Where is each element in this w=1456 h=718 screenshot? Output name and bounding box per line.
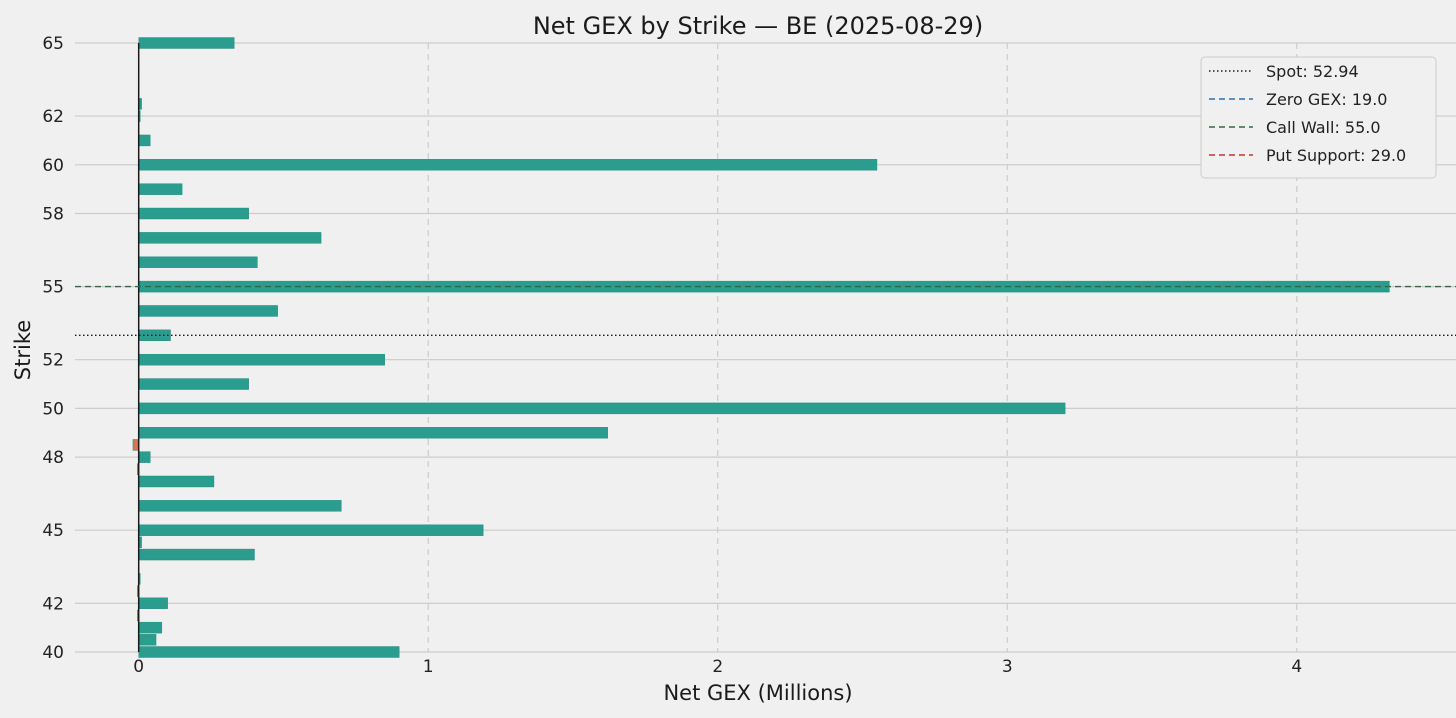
- gex-bar: [138, 646, 400, 658]
- y-tick-label: 60: [42, 156, 64, 176]
- y-tick-label: 52: [42, 351, 64, 371]
- x-tick-label: 0: [133, 657, 144, 677]
- legend-entries: Spot: 52.94 Zero GEX: 19.0 Call Wall: 55.0…: [1209, 62, 1406, 165]
- gex-bar: [132, 439, 139, 451]
- x-tick-labels: 0 1 2 3 4: [133, 657, 1302, 677]
- y-tick-label: 55: [42, 278, 64, 298]
- x-tick-label: 4: [1291, 657, 1302, 677]
- legend: Spot: 52.94 Zero GEX: 19.0 Call Wall: 55.0…: [1200, 56, 1437, 179]
- x-tick-label: 3: [1002, 657, 1013, 677]
- y-tick-label: 45: [42, 521, 64, 541]
- gex-bar: [138, 500, 342, 512]
- legend-box: [1200, 56, 1437, 179]
- x-tick-label: 2: [712, 657, 723, 677]
- gex-bar: [138, 597, 168, 609]
- gex-bar: [138, 427, 608, 439]
- y-tick-label: 42: [42, 594, 64, 614]
- legend-label: Zero GEX: 19.0: [1266, 90, 1387, 109]
- gex-bar: [138, 207, 249, 220]
- gex-bar: [138, 37, 235, 49]
- gex-bar: [138, 621, 163, 634]
- y-axis-label: Strike: [11, 320, 35, 380]
- legend-label: Put Support: 29.0: [1266, 146, 1406, 165]
- x-tick-label: 1: [423, 657, 434, 677]
- x-axis-label: Net GEX (Millions): [663, 681, 852, 705]
- y-tick-labels: 40 42 45 48 50 52 55 58 60 62 65: [42, 34, 64, 663]
- gex-bar: [138, 256, 258, 268]
- y-tick-label: 50: [42, 399, 64, 419]
- gex-bar: [138, 634, 157, 646]
- gex-bar: [138, 353, 385, 366]
- gex-bar: [138, 232, 322, 244]
- gex-bar: [138, 475, 215, 488]
- y-tick-label: 65: [42, 34, 64, 54]
- y-tick-label: 40: [42, 643, 64, 663]
- y-tick-label: 48: [42, 448, 64, 468]
- gex-bar: [138, 305, 278, 317]
- gex-bar: [138, 159, 878, 171]
- gex-bar: [138, 134, 151, 147]
- y-tick-label: 58: [42, 205, 64, 225]
- legend-label: Call Wall: 55.0: [1266, 118, 1381, 137]
- gex-bar: [138, 378, 249, 390]
- bars: [132, 37, 1390, 658]
- gex-bar: [138, 451, 151, 463]
- gex-bar: [138, 402, 1066, 415]
- y-tick-label: 62: [42, 107, 64, 127]
- gex-bar: [138, 183, 183, 195]
- gex-bar: [138, 524, 484, 536]
- reference-lines: [75, 285, 1456, 337]
- legend-label: Spot: 52.94: [1266, 62, 1359, 81]
- gex-bar: [138, 548, 255, 561]
- chart-title: Net GEX by Strike — BE (2025-08-29): [533, 12, 983, 40]
